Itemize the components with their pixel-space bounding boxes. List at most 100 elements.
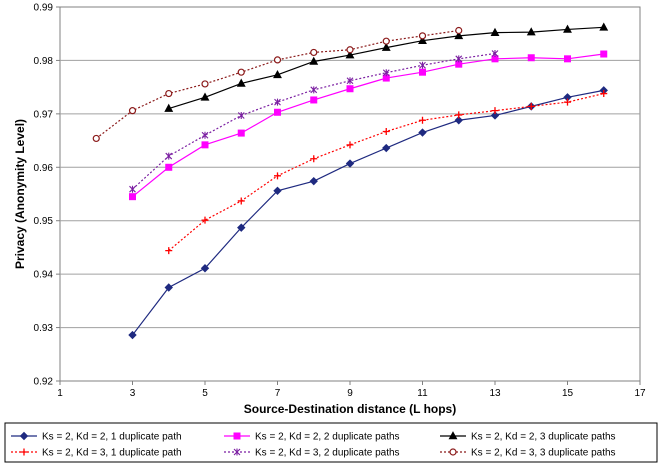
data-point — [164, 103, 174, 112]
series-2 — [129, 50, 608, 201]
data-point — [382, 69, 390, 77]
legend-item: Ks = 2, Kd = 2, 1 duplicate path — [11, 432, 182, 443]
data-point — [455, 111, 463, 119]
y-tick-label: 0.97 — [34, 109, 54, 120]
series-3 — [164, 22, 609, 112]
data-point — [273, 70, 282, 79]
data-point — [92, 134, 100, 143]
data-point — [310, 155, 318, 163]
y-tick-label: 0.96 — [34, 163, 54, 174]
data-point — [237, 197, 245, 205]
data-point — [346, 46, 354, 54]
series-line — [132, 53, 604, 198]
data-point — [418, 128, 427, 137]
y-tick-label: 0.93 — [34, 323, 54, 334]
y-tick-label: 0.99 — [34, 3, 54, 14]
x-tick-label: 15 — [562, 388, 574, 399]
data-point — [237, 68, 245, 76]
data-point — [346, 77, 354, 85]
legend-label: Ks = 2, Kd = 2, 1 duplicate path — [42, 432, 182, 443]
legend-box — [4, 422, 658, 463]
x-axis: 1 3 5 7 9 11 13 15 17 — [57, 381, 646, 399]
data-point — [128, 107, 137, 115]
data-point — [345, 159, 355, 168]
series-1 — [128, 86, 608, 340]
data-point — [309, 56, 319, 65]
data-point — [237, 223, 246, 232]
series-6 — [92, 26, 463, 143]
data-point — [165, 163, 173, 171]
data-point — [346, 85, 354, 93]
data-point — [274, 108, 281, 116]
series-4 — [165, 90, 608, 255]
data-point — [129, 193, 136, 201]
data-point — [165, 247, 173, 255]
y-axis: 0.92 0.93 0.94 0.95 0.96 0.97 0.98 0.99 — [34, 3, 60, 388]
x-tick-label: 1 — [57, 388, 63, 399]
x-axis-title: Source-Destination distance (L hops) — [244, 402, 456, 416]
y-axis-title: Privacy (Anonymity Level) — [13, 119, 27, 269]
data-point — [309, 176, 318, 186]
legend-label: Ks = 2, Kd = 2, 3 duplicate paths — [471, 432, 616, 443]
data-point — [201, 80, 209, 88]
legend-item: Ks = 2, Kd = 3, 1 duplicate path — [11, 448, 182, 459]
series-layer — [92, 22, 609, 340]
data-point — [310, 86, 318, 94]
legend-label: Ks = 2, Kd = 3, 1 duplicate path — [42, 448, 182, 459]
data-point — [419, 68, 426, 76]
data-point — [564, 98, 571, 106]
data-point — [165, 152, 173, 160]
series-line — [132, 89, 604, 336]
legend: Ks = 2, Kd = 2, 1 duplicate path Ks = 2, … — [11, 431, 616, 459]
data-point — [490, 111, 500, 120]
data-point — [200, 264, 210, 273]
data-point — [129, 185, 136, 193]
y-tick-label: 0.94 — [34, 270, 54, 281]
plot-area — [59, 6, 641, 382]
x-tick-label: 13 — [489, 388, 501, 399]
legend-label: Ks = 2, Kd = 3, 3 duplicate paths — [471, 448, 616, 459]
legend-swatch-marker — [20, 448, 28, 456]
data-point — [454, 31, 464, 40]
x-tick-label: 9 — [347, 388, 353, 399]
data-point — [455, 26, 463, 35]
legend-swatch-marker — [233, 448, 241, 456]
legend-swatch-marker — [448, 431, 458, 440]
data-point — [455, 55, 463, 63]
data-point — [491, 49, 499, 57]
data-point — [418, 35, 427, 44]
data-point — [381, 42, 391, 51]
data-point — [382, 127, 390, 135]
data-point — [310, 48, 318, 57]
legend-label: Ks = 2, Kd = 3, 2 duplicate paths — [255, 448, 400, 459]
legend-swatch-marker — [449, 448, 457, 456]
data-point — [526, 27, 536, 36]
data-point — [201, 141, 209, 149]
data-point — [382, 143, 391, 153]
series-5 — [129, 49, 499, 193]
data-point — [273, 56, 282, 64]
data-point — [491, 107, 499, 115]
data-point — [274, 172, 281, 180]
y-tick-label: 0.95 — [34, 216, 54, 227]
data-point — [237, 111, 245, 119]
data-point — [382, 37, 390, 45]
data-point — [419, 116, 426, 124]
legend-label: Ks = 2, Kd = 2, 2 duplicate paths — [255, 432, 400, 443]
data-point — [200, 92, 210, 101]
data-point — [600, 50, 608, 58]
legend-item: Ks = 2, Kd = 2, 2 duplicate paths — [224, 432, 400, 443]
data-point — [600, 90, 608, 98]
x-tick-label: 5 — [202, 388, 208, 399]
series-line — [95, 29, 459, 139]
legend-item: Ks = 2, Kd = 3, 3 duplicate paths — [440, 448, 616, 459]
x-tick-label: 11 — [417, 388, 428, 399]
data-point — [310, 96, 318, 104]
data-point — [273, 186, 282, 196]
data-point — [454, 116, 463, 125]
data-point — [527, 102, 535, 110]
data-point — [165, 89, 173, 98]
data-point — [564, 55, 571, 63]
legend-item: Ks = 2, Kd = 2, 3 duplicate paths — [440, 431, 616, 443]
